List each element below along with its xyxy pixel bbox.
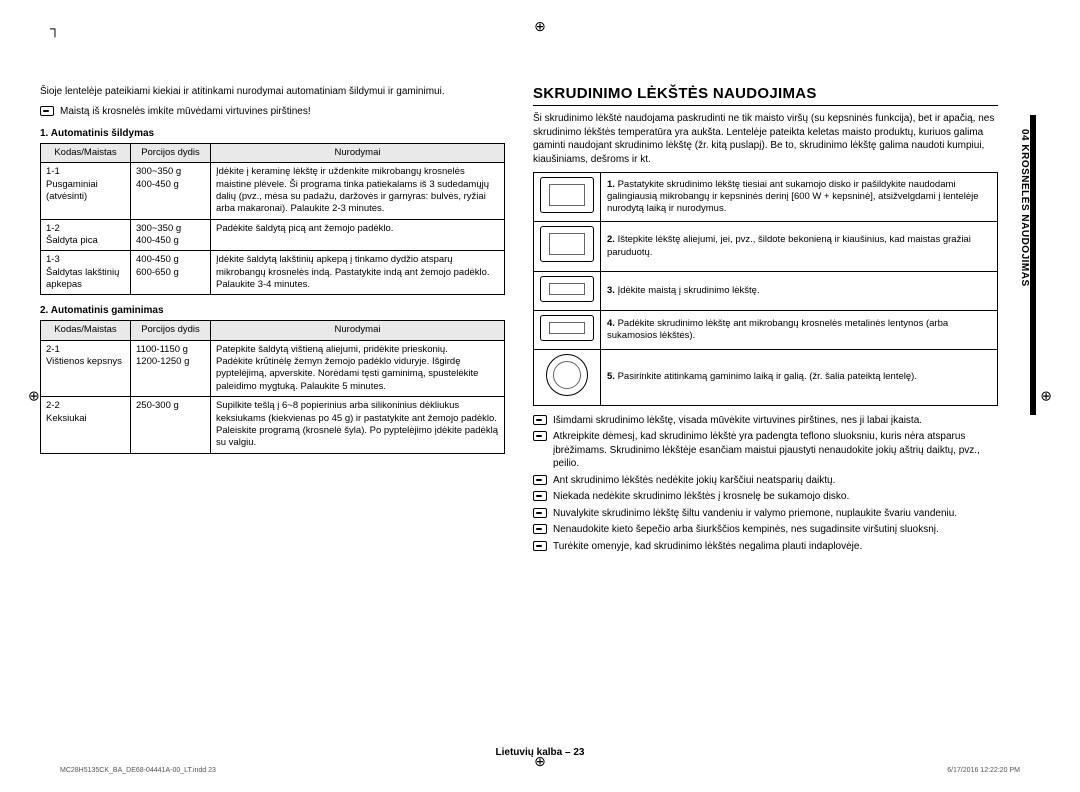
- steps-table: 1. Pastatykite skrudinimo lėkštę tiesiai…: [533, 172, 998, 406]
- right-column: 04 KROSNELĖS NAUDOJIMAS SKRUDINIMO LĖKŠT…: [533, 85, 998, 556]
- oven-icon: [540, 226, 594, 262]
- t: Padėkite skrudinimo lėkštę ant mikrobang…: [607, 318, 948, 341]
- th: Nurodymai: [211, 321, 505, 340]
- intro-text: Ši skrudinimo lėkštė naudojama paskrudin…: [533, 112, 998, 166]
- footer-filename: MC28H5135CK_BA_DE68-04441A-00_LT.indd 23: [60, 767, 216, 774]
- td: 1-3Šaldytas lakštinių apkepas: [41, 251, 131, 295]
- th: Porcijos dydis: [131, 321, 211, 340]
- note-text: Išimdami skrudinimo lėkštę, visada mūvėk…: [553, 414, 922, 428]
- t: Įdėkite maistą į skrudinimo lėkštę.: [618, 285, 760, 296]
- caution-note: Maistą iš krosnelės imkite mūvėdami virt…: [40, 105, 505, 119]
- td: 300~350 g400-450 g: [131, 163, 211, 219]
- t: Pastatykite skrudinimo lėkštę tiesiai an…: [607, 179, 979, 215]
- food-icon: [540, 276, 594, 302]
- warning-notes: Išimdami skrudinimo lėkštę, visada mūvėk…: [533, 414, 998, 554]
- td: 400-450 g600-650 g: [131, 251, 211, 295]
- note-icon: [533, 415, 547, 425]
- registration-mark: ⊕: [534, 18, 546, 35]
- plate-icon: [540, 315, 594, 341]
- note-text: Ant skrudinimo lėkštės nedėkite jokių ka…: [553, 474, 835, 488]
- note-text: Niekada nedėkite skrudinimo lėkštės į kr…: [553, 490, 849, 504]
- th: Nurodymai: [211, 144, 505, 163]
- note-text: Nenaudokite kieto šepečio arba šiurkščio…: [553, 523, 939, 537]
- step-text: 1. Pastatykite skrudinimo lėkštę tiesiai…: [601, 173, 998, 222]
- step-diagram: [534, 222, 601, 271]
- thumb-tab-label: 04 KROSNELĖS NAUDOJIMAS: [1012, 125, 1030, 291]
- crop-mark: ┐: [50, 20, 60, 36]
- section-heading: SKRUDINIMO LĖKŠTĖS NAUDOJIMAS: [533, 85, 998, 106]
- thumb-tab-bar: [1030, 115, 1036, 415]
- step-diagram: [534, 311, 601, 350]
- note-icon: [533, 524, 547, 534]
- td: 2-2Keksiukai: [41, 397, 131, 453]
- step-diagram: [534, 350, 601, 405]
- note-icon: [533, 491, 547, 501]
- note-icon: [533, 508, 547, 518]
- step-diagram: [534, 271, 601, 310]
- th: Kodas/Maistas: [41, 321, 131, 340]
- td: 1-2Šaldyta pica: [41, 219, 131, 251]
- section-title: 2. Automatinis gaminimas: [40, 305, 505, 316]
- td: 2-1Vištienos kepsnys: [41, 340, 131, 396]
- td: 1-1Pusgaminiai (atvėsinti): [41, 163, 131, 219]
- th: Kodas/Maistas: [41, 144, 131, 163]
- note-text: Atkreipkite dėmesį, kad skrudinimo lėkšt…: [553, 430, 998, 471]
- registration-mark: ⊕: [28, 388, 40, 405]
- td: Įdėkite į keraminę lėkštę ir uždenkite m…: [211, 163, 505, 219]
- step-text: 3. Įdėkite maistą į skrudinimo lėkštę.: [601, 271, 998, 310]
- th: Porcijos dydis: [131, 144, 211, 163]
- td: Įdėkite šaldytą lakštinių apkepą į tinka…: [211, 251, 505, 295]
- section-title: 1. Automatinis šildymas: [40, 128, 505, 139]
- step-text: 4. Padėkite skrudinimo lėkštę ant mikrob…: [601, 311, 998, 350]
- t: Pasirinkite atitinkamą gaminimo laiką ir…: [618, 371, 917, 382]
- note-icon: [533, 431, 547, 441]
- note-text: Nuvalykite skrudinimo lėkštę šiltu vande…: [553, 507, 957, 521]
- step-text: 5. Pasirinkite atitinkamą gaminimo laiką…: [601, 350, 998, 405]
- td: 1100-1150 g1200-1250 g: [131, 340, 211, 396]
- note-icon: [40, 106, 54, 116]
- td: 250-300 g: [131, 397, 211, 453]
- oven-icon: [540, 177, 594, 213]
- td: Supilkite tešlą į 6~8 popierinius arba s…: [211, 397, 505, 453]
- t: Ištepkite lėkštę aliejumi, jei, pvz., ši…: [607, 234, 971, 257]
- page-content: Šioje lentelėje pateikiami kiekiai ir at…: [40, 85, 1040, 556]
- td: Padėkite šaldytą picą ant žemojo padėklo…: [211, 219, 505, 251]
- note-text: Maistą iš krosnelės imkite mūvėdami virt…: [60, 105, 311, 119]
- td: 300~350 g400-450 g: [131, 219, 211, 251]
- step-diagram: [534, 173, 601, 222]
- intro-text: Šioje lentelėje pateikiami kiekiai ir at…: [40, 85, 505, 99]
- auto-heat-table: Kodas/Maistas Porcijos dydis Nurodymai 1…: [40, 143, 505, 295]
- footer-timestamp: 6/17/2016 12:22:20 PM: [947, 767, 1020, 774]
- left-column: Šioje lentelėje pateikiami kiekiai ir at…: [40, 85, 505, 556]
- auto-cook-table: Kodas/Maistas Porcijos dydis Nurodymai 2…: [40, 320, 505, 453]
- dial-icon: [546, 354, 588, 396]
- note-icon: [533, 475, 547, 485]
- td: Patepkite šaldytą vištieną aliejumi, pri…: [211, 340, 505, 396]
- step-text: 2. Ištepkite lėkštę aliejumi, jei, pvz.,…: [601, 222, 998, 271]
- note-text: Turėkite omenyje, kad skrudinimo lėkštės…: [553, 540, 862, 554]
- note-icon: [533, 541, 547, 551]
- registration-mark: ⊕: [1040, 388, 1052, 405]
- page-number: Lietuvių kalba – 23: [496, 747, 585, 758]
